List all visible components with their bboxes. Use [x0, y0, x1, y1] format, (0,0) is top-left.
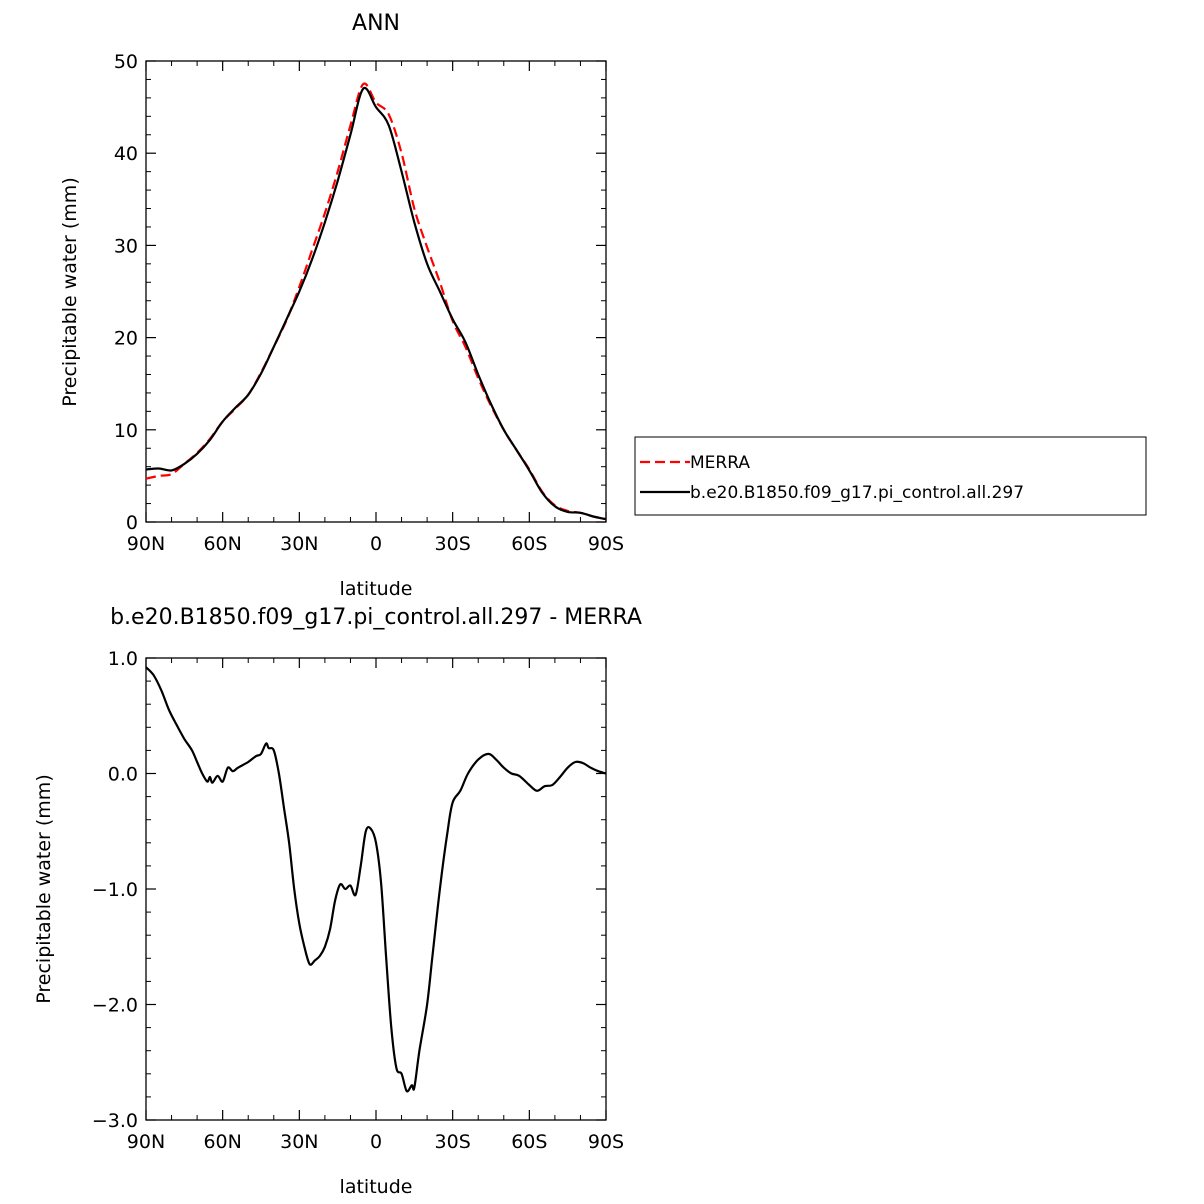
bottom-chart: b.e20.B1850.f09_g17.pi_control.all.297 -…: [33, 605, 642, 1198]
bottom-y-tick-label: −1.0: [92, 879, 138, 901]
bottom-series-line-0: [145, 666, 607, 1093]
bottom-x-tick-label: 60S: [511, 1131, 547, 1153]
legend: MERRA b.e20.B1850.f09_g17.pi_control.all…: [634, 436, 1147, 516]
bottom-chart-title: b.e20.B1850.f09_g17.pi_control.all.297 -…: [110, 605, 642, 630]
top-y-tick-label: 10: [114, 420, 138, 442]
bottom-x-tick-label: 30N: [280, 1131, 318, 1153]
bottom-x-tick-label: 90S: [588, 1131, 624, 1153]
top-x-tick-label: 30S: [435, 533, 471, 555]
top-y-tick-label: 20: [114, 328, 138, 350]
top-y-tick-label: 0: [126, 512, 138, 534]
top-series-line-1: [145, 86, 607, 521]
top-chart-title: ANN: [352, 11, 400, 36]
top-x-axis-label: latitude: [340, 578, 413, 600]
top-x-tick-label: 0: [370, 533, 382, 555]
top-y-tick-label: 40: [114, 143, 138, 165]
top-y-tick-label: 50: [114, 51, 138, 73]
legend-label-merra: MERRA: [690, 453, 750, 473]
top-x-tick-label: 90S: [588, 533, 624, 555]
top-plot-frame: [145, 60, 607, 523]
bottom-y-tick-label: 1.0: [108, 648, 138, 670]
top-chart: ANN 90N 60N 30N 0 30S 60S 90S 0 10 20 30 40 50 latit…: [59, 11, 1147, 600]
top-y-axis-label: Precipitable water (mm): [59, 177, 81, 406]
top-x-tick-label: 60N: [203, 533, 241, 555]
top-x-tick-label: 90N: [127, 533, 165, 555]
bottom-x-tick-label: 0: [370, 1131, 382, 1153]
legend-box: [634, 436, 1147, 516]
bottom-x-tick-label: 30S: [435, 1131, 471, 1153]
top-y-tick-label: 30: [114, 235, 138, 257]
bottom-x-tick-label: 60N: [203, 1131, 241, 1153]
bottom-y-axis-label: Precipitable water (mm): [33, 774, 55, 1003]
bottom-plot-frame: [145, 657, 607, 1121]
top-plot-area: 90N 60N 30N 0 30S 60S 90S 0 10 20 30 40 50: [114, 51, 624, 555]
top-series-line-0: [145, 82, 607, 521]
bottom-y-tick-label: −2.0: [92, 995, 138, 1017]
bottom-y-tick-label: 0.0: [108, 764, 138, 786]
bottom-plot-area: 90N 60N 30N 0 30S 60S 90S −3.0 −2.0 −1.0 0.0 1.0: [92, 648, 624, 1153]
bottom-x-axis-label: latitude: [340, 1176, 413, 1198]
bottom-x-tick-label: 90N: [127, 1131, 165, 1153]
bottom-y-tick-label: −3.0: [92, 1110, 138, 1132]
top-x-tick-label: 30N: [280, 533, 318, 555]
top-x-tick-label: 60S: [511, 533, 547, 555]
legend-label-model: b.e20.B1850.f09_g17.pi_control.all.297: [690, 483, 1024, 503]
